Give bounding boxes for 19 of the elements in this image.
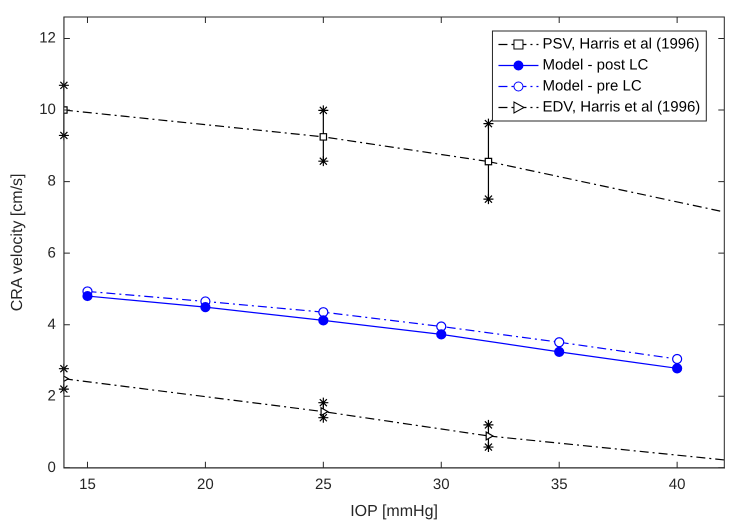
x-tick-label: 40 (668, 476, 686, 493)
legend-label: Model - pre LC (542, 78, 642, 95)
y-tick-label: 2 (48, 387, 56, 404)
y-tick-label: 8 (48, 172, 56, 190)
x-tick-label: 30 (432, 476, 450, 493)
x-tick-label: 35 (550, 476, 568, 493)
y-tick-label: 12 (39, 30, 56, 47)
y-tick-label: 10 (39, 101, 56, 118)
x-tick-label: 20 (197, 476, 214, 493)
x-axis-title: IOP [mmHg] (350, 502, 438, 520)
y-tick-label: 6 (48, 244, 56, 262)
x-tick-label: 25 (314, 476, 332, 493)
y-tick-label: 4 (48, 316, 56, 333)
legend-label: PSV, Harris et al (1996) (542, 36, 700, 53)
y-axis-title: CRA velocity [cm/s] (9, 173, 26, 312)
y-tick-label: 0 (48, 458, 56, 476)
legend-label: Model - post LC (542, 56, 648, 74)
legend-label: EDV, Harris et al (1996) (542, 98, 700, 116)
x-tick-label: 15 (79, 476, 96, 493)
